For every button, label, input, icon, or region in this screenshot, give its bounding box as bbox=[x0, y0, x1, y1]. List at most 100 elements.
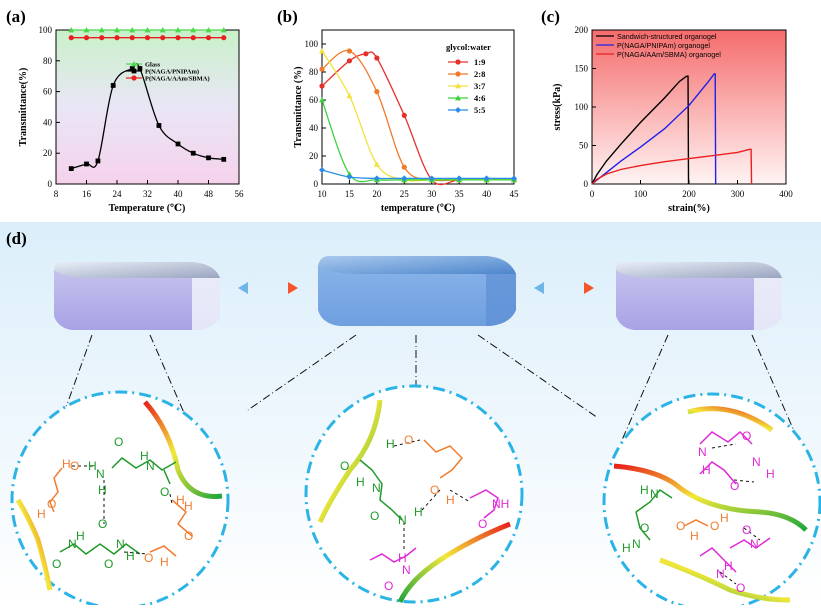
atom-label: O bbox=[98, 517, 107, 531]
atom-label: O bbox=[184, 529, 193, 543]
atom-label: H bbox=[356, 475, 365, 489]
y-tick-label: 40 bbox=[43, 117, 53, 127]
atom-label: N bbox=[402, 563, 411, 577]
data-point bbox=[159, 27, 166, 33]
x-tick-label: 10 bbox=[318, 189, 328, 199]
atom-label: N bbox=[116, 537, 125, 551]
atom-label: H bbox=[702, 463, 711, 477]
data-point bbox=[401, 175, 408, 182]
y-tick-label: 40 bbox=[309, 123, 319, 133]
atom-label: O bbox=[384, 579, 393, 593]
data-point bbox=[156, 123, 162, 128]
x-tick-label: 400 bbox=[779, 189, 793, 199]
atom-label: H bbox=[76, 529, 85, 543]
atom-label: N bbox=[68, 537, 77, 551]
atom-label: N bbox=[96, 467, 105, 481]
data-point bbox=[374, 89, 380, 95]
data-point bbox=[190, 35, 196, 41]
atom-label: O bbox=[640, 521, 649, 535]
gel-block-right bbox=[616, 262, 782, 330]
gel-block-middle bbox=[318, 256, 516, 326]
zoom-circle-right bbox=[602, 392, 821, 610]
x-tick-label: 200 bbox=[682, 189, 696, 199]
data-point bbox=[175, 27, 181, 33]
data-point bbox=[110, 83, 116, 88]
legend-label: P(NAGA/PNIPAm) organogel bbox=[617, 41, 710, 50]
atom-label: O bbox=[736, 581, 745, 595]
chart-b: 10 15 20 25 30 35 40 45 0 20 40 60 80 100 glycol:wate… bbox=[277, 7, 519, 214]
legend-label: P(NAGA/AAm/SBMA) organogel bbox=[617, 50, 721, 59]
legend-label: 3:7 bbox=[474, 81, 486, 91]
data-point bbox=[401, 164, 407, 170]
atom-label: N bbox=[752, 455, 761, 469]
atom-label: H bbox=[640, 483, 649, 497]
data-point bbox=[346, 171, 353, 177]
x-tick-label: 30 bbox=[427, 189, 437, 199]
legend-label: Sandwich-structured organogel bbox=[617, 32, 717, 41]
data-point bbox=[483, 175, 490, 182]
data-point bbox=[129, 27, 136, 33]
atom-label: H bbox=[160, 555, 169, 569]
atom-label: H bbox=[140, 449, 149, 463]
data-point bbox=[319, 97, 325, 103]
data-point bbox=[68, 166, 74, 171]
x-axis-label-b: temperature (℃) bbox=[381, 203, 455, 214]
schematic-d: (d) bbox=[0, 222, 821, 610]
x-tick-label: 20 bbox=[372, 189, 382, 199]
data-point bbox=[206, 155, 211, 161]
data-point bbox=[114, 35, 120, 41]
data-point bbox=[346, 92, 353, 99]
atom-label: H bbox=[126, 549, 135, 563]
atom-label: NH bbox=[492, 497, 509, 511]
atom-label: O bbox=[104, 557, 113, 571]
data-point bbox=[114, 27, 120, 33]
data-point bbox=[144, 35, 151, 41]
series-line-p-naga-aam-sbma-organogel bbox=[591, 148, 753, 185]
atom-label: N bbox=[146, 459, 155, 473]
data-point bbox=[373, 175, 380, 182]
atom-label: H bbox=[720, 511, 729, 525]
data-point bbox=[68, 35, 74, 41]
x-tick-label: 32 bbox=[143, 189, 152, 199]
atom-label: O bbox=[160, 485, 169, 499]
x-tick-label: 8 bbox=[54, 189, 59, 199]
x-tick-label: 16 bbox=[82, 189, 92, 199]
panel-label-a: (a) bbox=[6, 7, 26, 26]
data-point bbox=[346, 48, 353, 54]
x-tick-label: 0 bbox=[590, 189, 595, 199]
legend-marker bbox=[131, 75, 137, 81]
data-point bbox=[137, 66, 143, 71]
data-point bbox=[160, 35, 166, 41]
y-tick-label: 150 bbox=[575, 64, 589, 74]
y-tick-label: 60 bbox=[43, 87, 53, 97]
data-point bbox=[374, 55, 380, 61]
legend-label: 4:6 bbox=[474, 93, 485, 103]
legend-marker bbox=[455, 95, 461, 101]
x-tick-label: 25 bbox=[400, 189, 410, 199]
atom-label: O bbox=[370, 509, 379, 523]
data-point bbox=[428, 175, 435, 182]
data-point bbox=[319, 48, 325, 54]
x-tick-label: 100 bbox=[634, 189, 648, 199]
legend-title: glycol:water bbox=[446, 42, 491, 52]
atom-label: H bbox=[446, 493, 455, 507]
atom-label: O bbox=[114, 435, 123, 449]
atom-label: N bbox=[632, 537, 641, 551]
data-point bbox=[175, 141, 181, 147]
atom-label: O bbox=[478, 517, 487, 531]
y-tick-label: 20 bbox=[309, 151, 319, 161]
atom-label: O bbox=[404, 433, 413, 447]
molecule-right: O N H N O H N H H O O H H N O N O N H O bbox=[613, 406, 808, 603]
y-tick-label: 200 bbox=[575, 25, 589, 35]
atom-label: O bbox=[70, 459, 79, 473]
y-tick-label: 100 bbox=[575, 102, 589, 112]
x-tick-label: 15 bbox=[345, 189, 355, 199]
x-axis-label-a: Temperature (℃) bbox=[109, 203, 186, 214]
atom-label: H bbox=[88, 459, 97, 473]
chart-c: 0 100 200 300 400 0 50 100 150 200 Sandwich-struc… bbox=[541, 7, 793, 214]
data-point bbox=[99, 35, 105, 41]
panel-label-b: (b) bbox=[277, 7, 298, 26]
data-point bbox=[363, 51, 369, 57]
atom-label: O bbox=[144, 551, 153, 565]
